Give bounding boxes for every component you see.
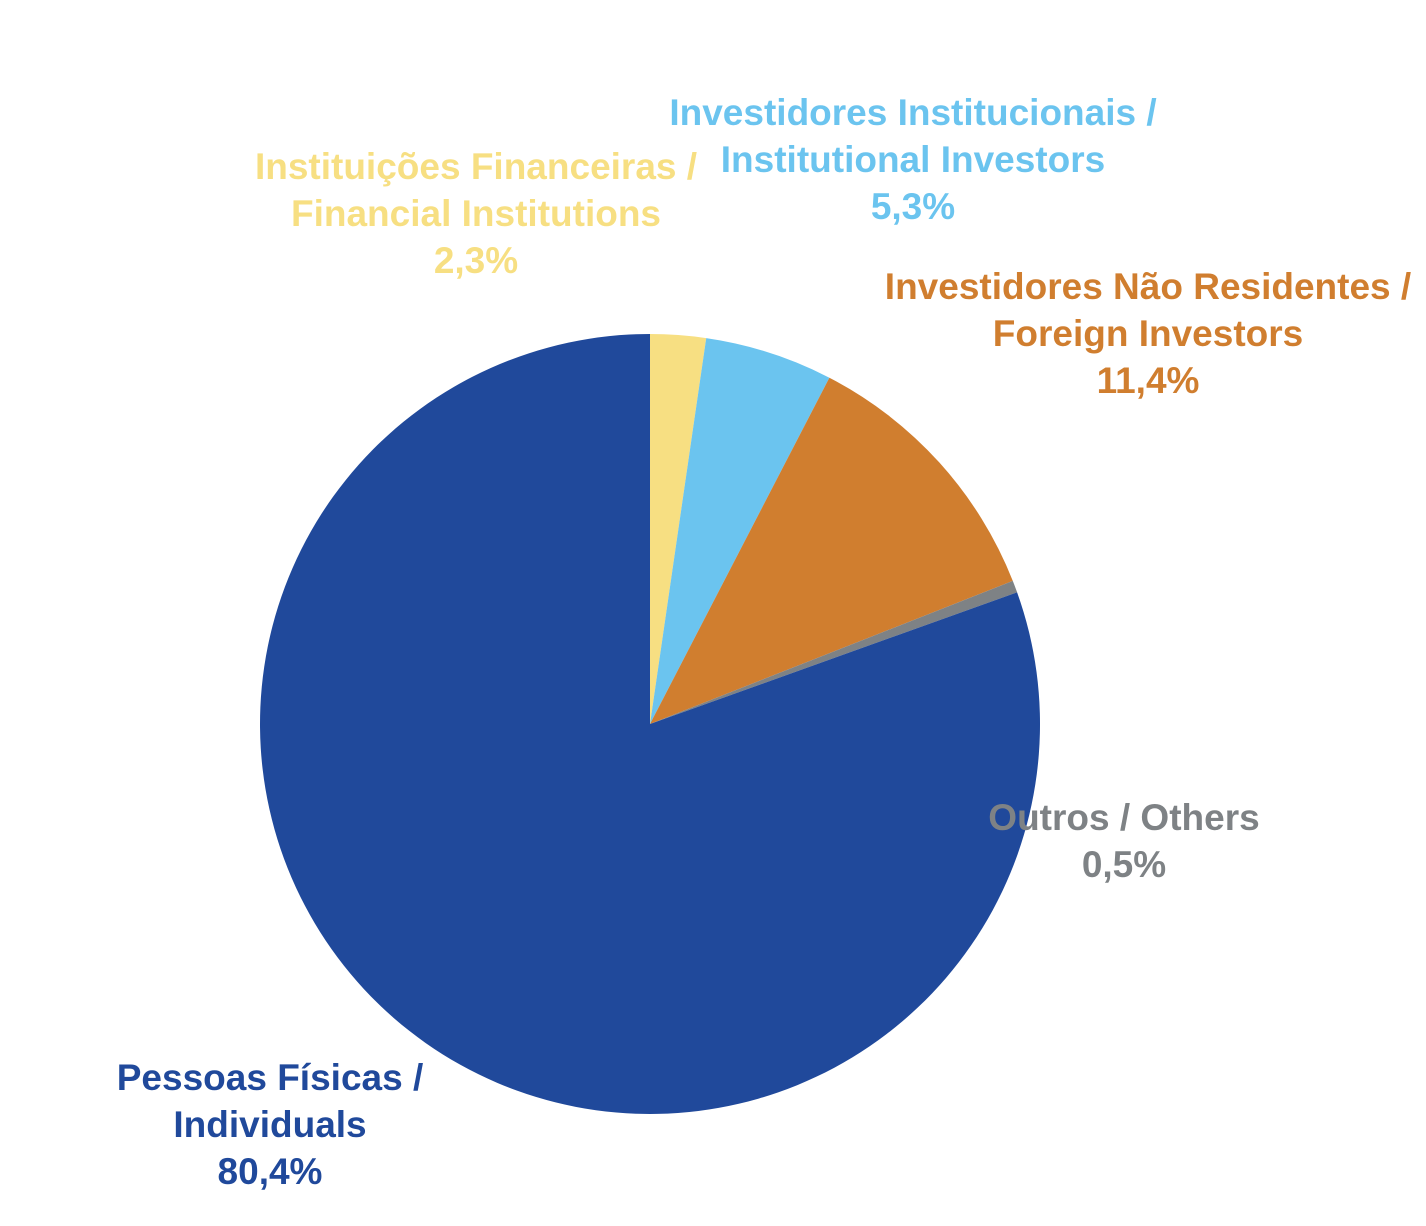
slice-label-name-en: Institutional Investors <box>720 139 1106 180</box>
slice-label-value: 11,4% <box>1096 360 1200 401</box>
slice-label-name-en: Individuals <box>173 1104 367 1145</box>
pie-slice-institutional-investors <box>650 338 830 724</box>
slice-label-foreign-investors: Investidores Não Residentes / Foreign In… <box>885 263 1411 404</box>
pie-slice-financial-institutions <box>650 333 707 724</box>
slice-label-value: 2,3% <box>433 240 519 281</box>
slice-label-value: 0,5% <box>1081 844 1167 885</box>
slice-label-name-pt: Pessoas Físicas / <box>116 1057 424 1098</box>
pie-slice-others <box>650 580 1018 724</box>
slice-label-name-en: Financial Institutions <box>290 193 662 234</box>
pie-slice-individuals <box>260 334 1041 1114</box>
pie-slice-foreign-investors <box>650 377 1013 724</box>
slice-label-name-pt: Investidores Institucionais / <box>669 92 1157 133</box>
slice-label-value: 80,4% <box>217 1151 323 1192</box>
slice-label-name: Outros / Others <box>988 797 1260 838</box>
slice-label-value: 5,3% <box>870 186 956 227</box>
slice-label-name-pt: Investidores Não Residentes / <box>884 266 1412 307</box>
slice-label-others: Outros / Others 0,5% <box>988 794 1259 888</box>
slice-label-individuals: Pessoas Físicas / Individuals 80,4% <box>117 1054 423 1195</box>
slice-label-name-pt: Instituições Financeiras / <box>254 146 698 187</box>
slice-label-financial-institutions: Instituições Financeiras / Financial Ins… <box>255 143 697 284</box>
slice-label-institutional-investors: Investidores Institucionais / Institutio… <box>669 89 1156 230</box>
slice-label-name-en: Foreign Investors <box>992 313 1304 354</box>
